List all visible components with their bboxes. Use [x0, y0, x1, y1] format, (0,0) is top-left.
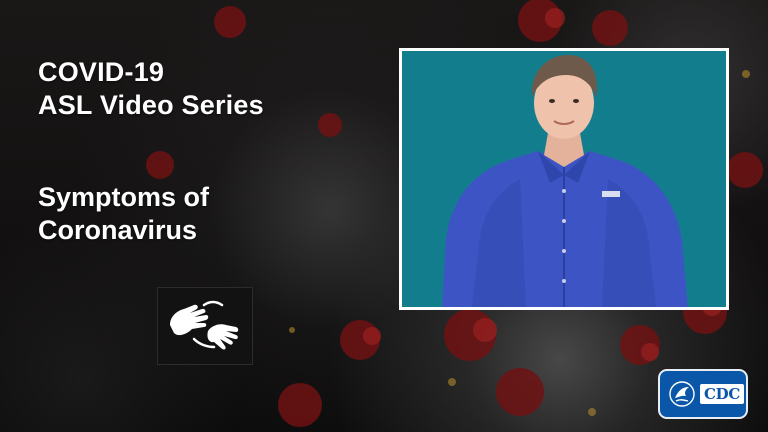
series-title-line-2: ASL Video Series [38, 90, 264, 120]
cdc-logo-badge: CDC [658, 369, 748, 419]
cdc-logo-text: CDC [700, 384, 744, 404]
video-topic-line-1: Symptoms of [38, 182, 210, 212]
asl-signing-hands-icon [157, 287, 253, 365]
asl-interpreter-video [402, 51, 726, 307]
hhs-eagle-icon [669, 381, 695, 407]
interpreter-figure [442, 55, 688, 307]
series-title: COVID-19 ASL Video Series [38, 56, 264, 122]
asl-video-frame [399, 48, 729, 310]
video-topic-title: Symptoms of Coronavirus [38, 181, 209, 247]
video-topic-line-2: Coronavirus [38, 215, 198, 245]
series-title-line-1: COVID-19 [38, 57, 165, 87]
